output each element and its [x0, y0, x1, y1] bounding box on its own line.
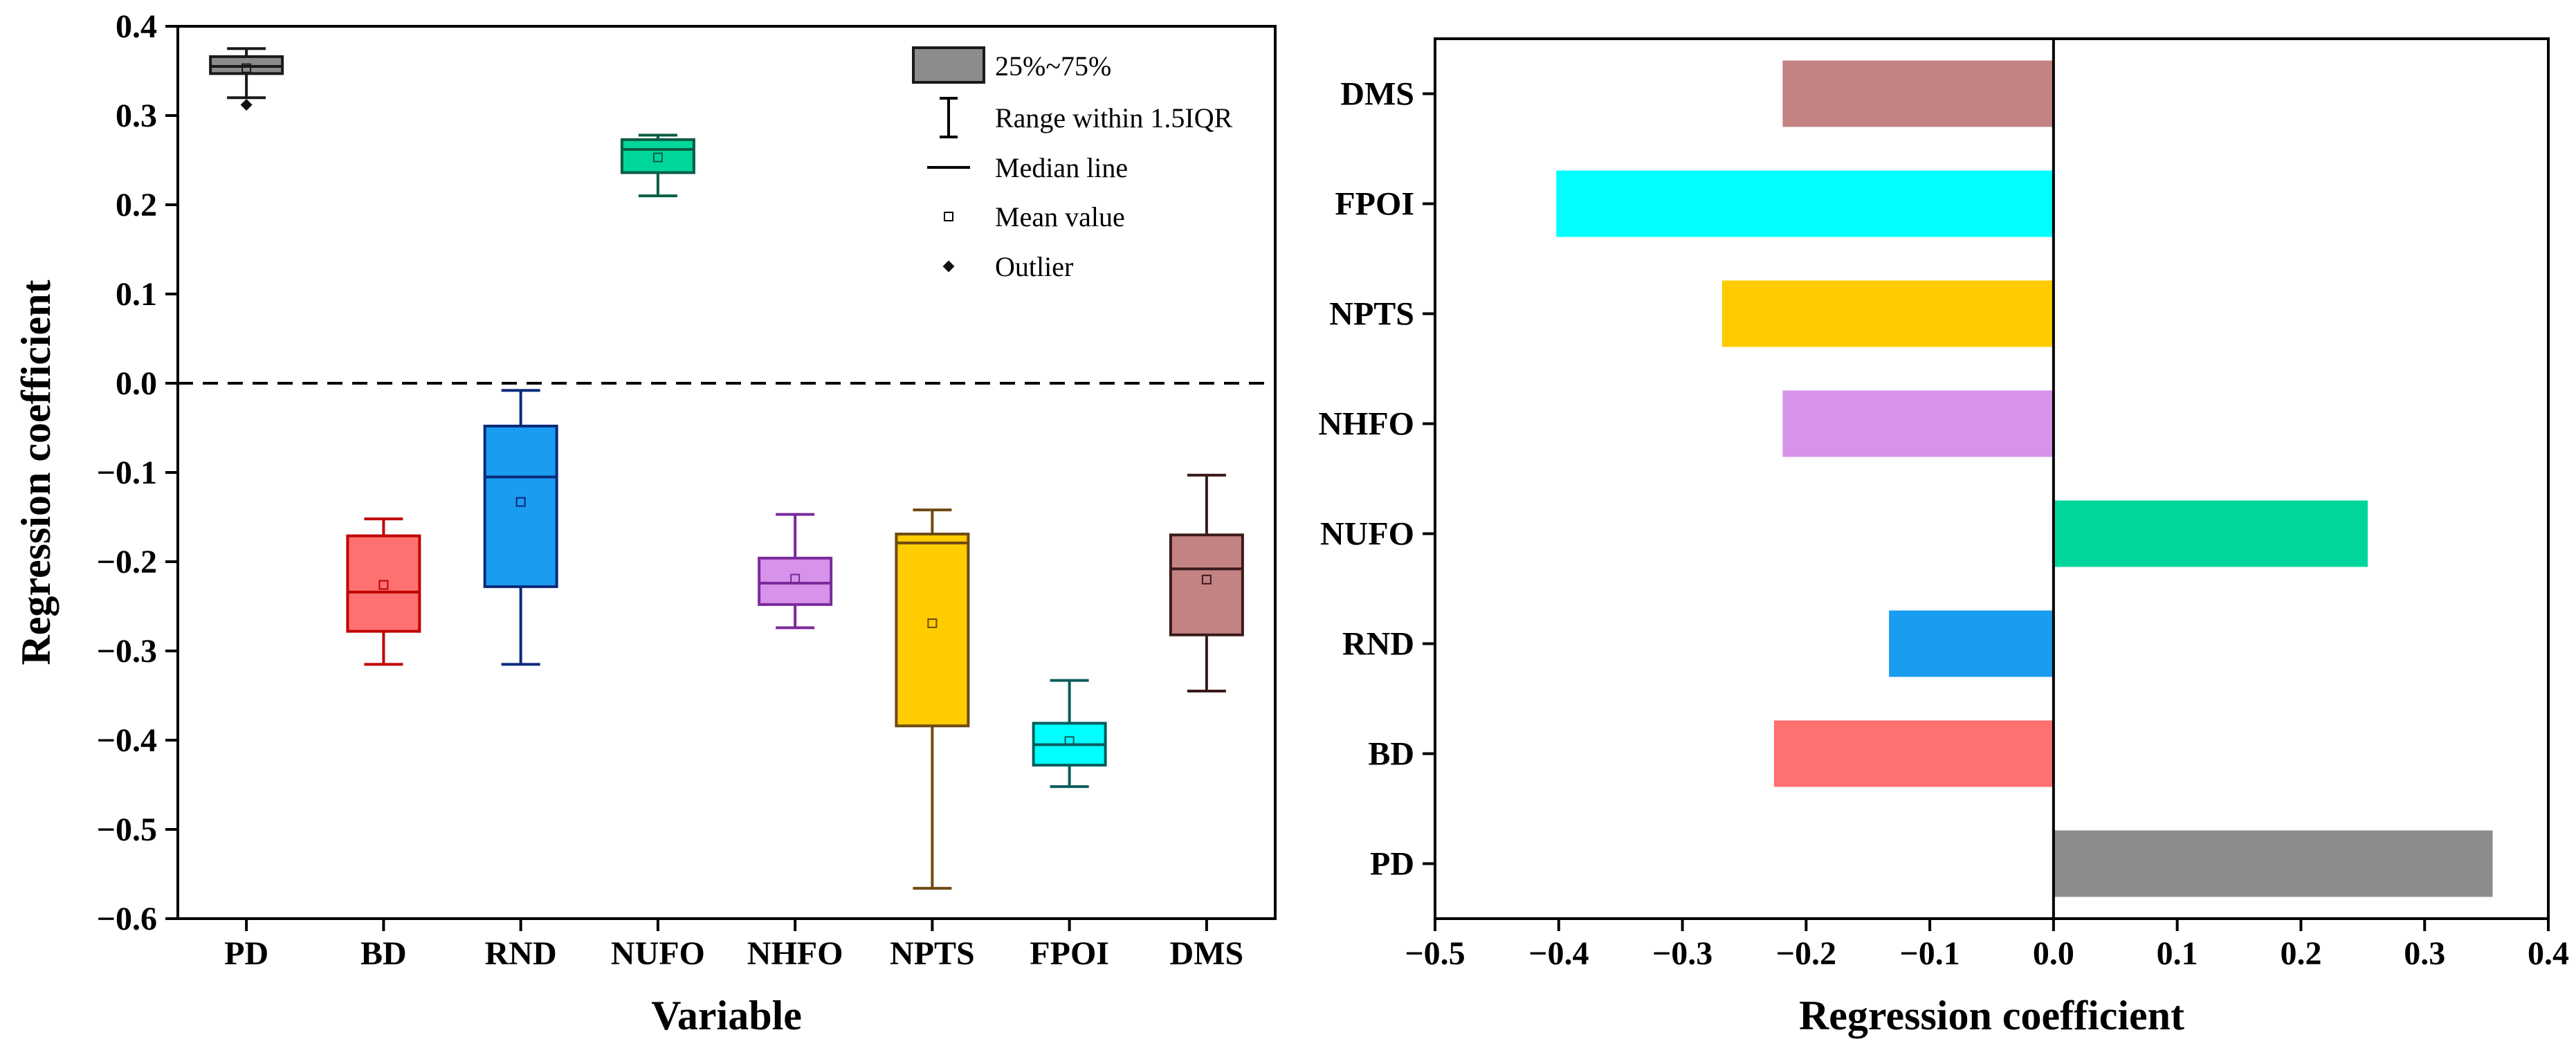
iqr-box	[895, 533, 970, 728]
legend: 25%~75% Range within 1.5IQR Median line Mea…	[912, 46, 1233, 282]
outlier-point	[240, 99, 253, 111]
y-tick-label: 0.2	[116, 187, 157, 223]
bar-npts	[1721, 280, 2054, 347]
box-nhfo	[758, 513, 833, 629]
x-tick-label: BD	[360, 935, 407, 972]
mean-marker	[515, 497, 526, 507]
y-tick-label: PD	[1370, 846, 1414, 883]
y-tick-label: −0.1	[97, 454, 157, 491]
x-tick-label: FPOI	[1030, 935, 1109, 972]
y-tick-label: 0.0	[116, 365, 157, 402]
y-tick-label: NUFO	[1320, 516, 1414, 553]
y-tick-label: RND	[1342, 626, 1414, 663]
x-axis-title: Regression coefficient	[1799, 993, 2184, 1038]
box-rnd	[483, 389, 558, 666]
bar-rnd	[1889, 610, 2054, 677]
y-tick-label: 0.3	[116, 98, 157, 134]
bar-chart-panel: −0.5 −0.4 −0.3 −0.2 −0.1 0.0 0.1 0.2 0.3 0.4 DMS FP…	[1318, 37, 2569, 1038]
x-tick-label: DMS	[1170, 935, 1244, 972]
box-dms	[1169, 473, 1244, 693]
bar-pd	[2053, 830, 2493, 897]
mean-marker	[1201, 574, 1212, 585]
y-axis-title: Regression coefficient	[13, 279, 59, 665]
y-tick-label: BD	[1368, 736, 1414, 773]
iqr-box	[1169, 533, 1244, 636]
box-npts	[895, 508, 970, 890]
mean-marker	[652, 152, 663, 163]
box-bd	[346, 517, 421, 666]
x-tick-label: NPTS	[890, 935, 975, 972]
x-tick-label: −0.1	[1899, 935, 1960, 972]
x-tick-label: 0.0	[2033, 935, 2074, 972]
y-tick-label: FPOI	[1335, 186, 1414, 223]
y-tick-label: −0.6	[97, 901, 157, 937]
box-pd	[209, 47, 284, 111]
legend-mean-swatch	[944, 212, 953, 221]
iqr-box	[346, 534, 421, 633]
x-tick-label: −0.4	[1528, 935, 1589, 972]
legend-box-swatch	[912, 46, 985, 84]
legend-label-outlier: Outlier	[995, 251, 1073, 282]
y-tick-label: 0.4	[116, 8, 157, 45]
mean-marker	[241, 63, 252, 73]
x-tick-label: −0.2	[1776, 935, 1836, 972]
y-tick-label: DMS	[1340, 76, 1414, 113]
mean-marker	[790, 573, 801, 584]
y-tick-label: −0.5	[97, 811, 157, 848]
bar-bd	[1773, 720, 2054, 787]
legend-label-median: Median line	[995, 152, 1128, 183]
iqr-box	[620, 138, 695, 174]
x-tick-label: 0.4	[2528, 935, 2569, 972]
bar-dms	[1782, 60, 2054, 127]
x-tick-label: 0.3	[2404, 935, 2445, 972]
bar-fpoi	[1556, 170, 2054, 237]
box-nufo	[620, 134, 695, 198]
legend-label-range: Range within 1.5IQR	[995, 102, 1233, 134]
x-tick-label: −0.3	[1652, 935, 1712, 972]
box-plot-panel: 0.4 0.3 0.2 0.1 0.0 −0.1 −0.2 −0.3 −0.4 −0.5 −0.6 P…	[13, 8, 1277, 1038]
mean-marker	[378, 580, 389, 590]
x-tick-label: 0.1	[2157, 935, 2198, 972]
x-tick-label: 0.2	[2280, 935, 2321, 972]
y-tick-label: −0.2	[97, 544, 157, 580]
legend-outlier-swatch	[942, 260, 955, 273]
x-tick-label: NUFO	[611, 935, 705, 972]
y-tick-label: NPTS	[1329, 296, 1414, 333]
bar-nhfo	[1782, 390, 2054, 457]
y-tick-label: 0.1	[116, 276, 157, 313]
legend-label-mean: Mean value	[995, 201, 1125, 232]
y-tick-label: −0.3	[97, 633, 157, 670]
mean-marker	[927, 618, 938, 629]
mean-marker	[1064, 736, 1075, 746]
plot-frame	[1434, 37, 2550, 920]
iqr-box	[758, 556, 833, 606]
x-tick-label: NHFO	[747, 935, 843, 972]
box-fpoi	[1032, 679, 1107, 789]
x-axis-title: Variable	[651, 993, 802, 1038]
y-tick-label: NHFO	[1318, 406, 1414, 443]
y-tick-label: −0.4	[97, 722, 157, 759]
x-tick-label: −0.5	[1405, 935, 1465, 972]
x-tick-label: RND	[485, 935, 557, 972]
bar-nufo	[2053, 500, 2368, 567]
x-tick-label: PD	[224, 935, 268, 972]
legend-label-box: 25%~75%	[995, 50, 1111, 82]
